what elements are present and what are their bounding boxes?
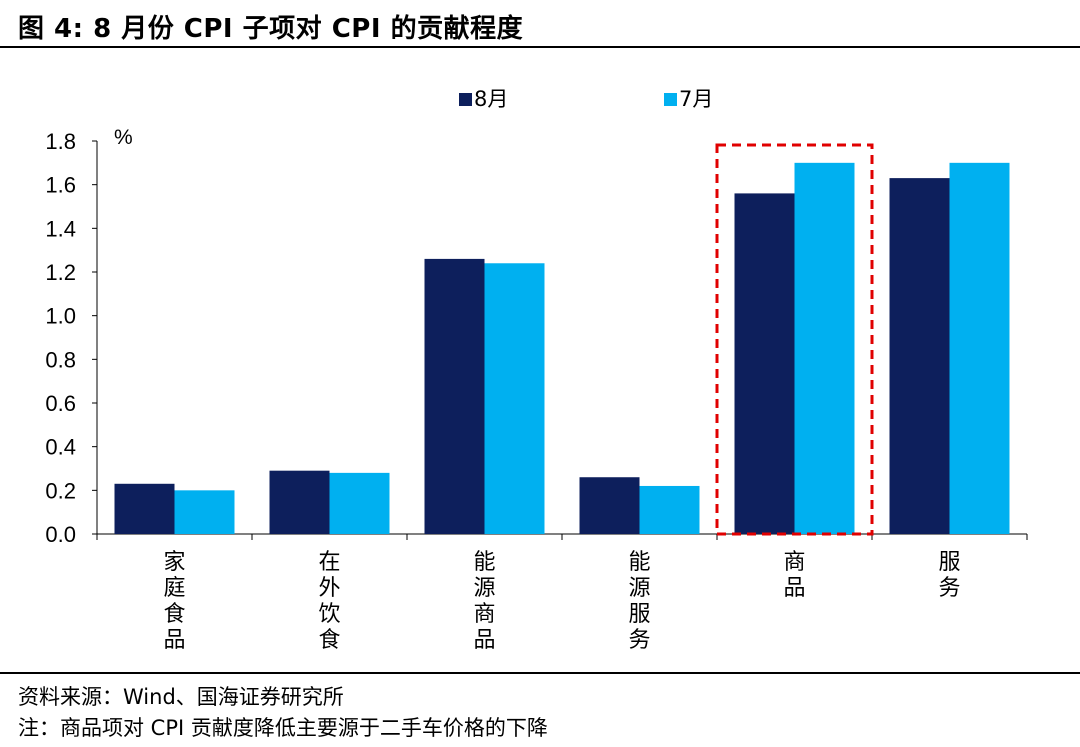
bar-jul (329, 472, 390, 534)
x-category-label: 商品 (783, 550, 805, 601)
x-category-label: 能源服务 (628, 550, 650, 653)
x-category-label: 家庭食品 (163, 550, 185, 653)
y-tick-label: 1.2 (45, 260, 76, 285)
bar-jul (949, 162, 1010, 534)
bar-aug (269, 470, 330, 534)
footnote: 注：商品项对 CPI 贡献度降低主要源于二手车价格的下降 (18, 716, 548, 740)
x-category-label: 服务 (938, 550, 960, 601)
y-tick-label: 1.6 (45, 173, 76, 198)
bar-jul (794, 162, 855, 534)
highlight-box (715, 143, 874, 536)
bar-aug (579, 477, 640, 534)
legend-label-jul: 7月 (679, 87, 713, 111)
bar-aug (734, 193, 795, 534)
x-category-label: 能源商品 (473, 550, 495, 653)
bar-jul (484, 263, 545, 534)
x-category-label: 在外饮食 (318, 550, 340, 653)
y-tick-label: 0.2 (45, 478, 76, 503)
legend-swatch-aug (459, 93, 472, 106)
source-note: 资料来源：Wind、国海证券研究所 (18, 685, 344, 709)
y-tick-label: 1.8 (45, 129, 76, 154)
y-tick-label: 0.0 (45, 522, 76, 547)
bar-chart: 0.0 0.2 0.4 0.6 0.8 1.0 1.2 1.4 1.6 1.8 % 家庭食品 在外饮食 能… (45, 87, 1028, 653)
bar-jul (639, 485, 700, 534)
bar-jul (174, 490, 235, 534)
y-tick-label: 0.6 (45, 391, 76, 416)
figure-title: 图 4: 8 月份 CPI 子项对 CPI 的贡献程度 (18, 14, 524, 44)
footer-rule (0, 672, 1080, 674)
y-tick-label: 1.4 (45, 216, 76, 241)
y-tick-label: 0.8 (45, 347, 76, 372)
title-rule (0, 46, 1080, 48)
y-tick-label: 0.4 (45, 435, 76, 460)
bar-aug (114, 483, 175, 534)
bar-aug (889, 178, 950, 534)
bar-aug (424, 258, 485, 534)
y-tick-label: 1.0 (45, 304, 76, 329)
legend-label-aug: 8月 (474, 87, 508, 111)
legend-swatch-jul (664, 93, 677, 106)
y-axis-unit: % (114, 126, 133, 149)
